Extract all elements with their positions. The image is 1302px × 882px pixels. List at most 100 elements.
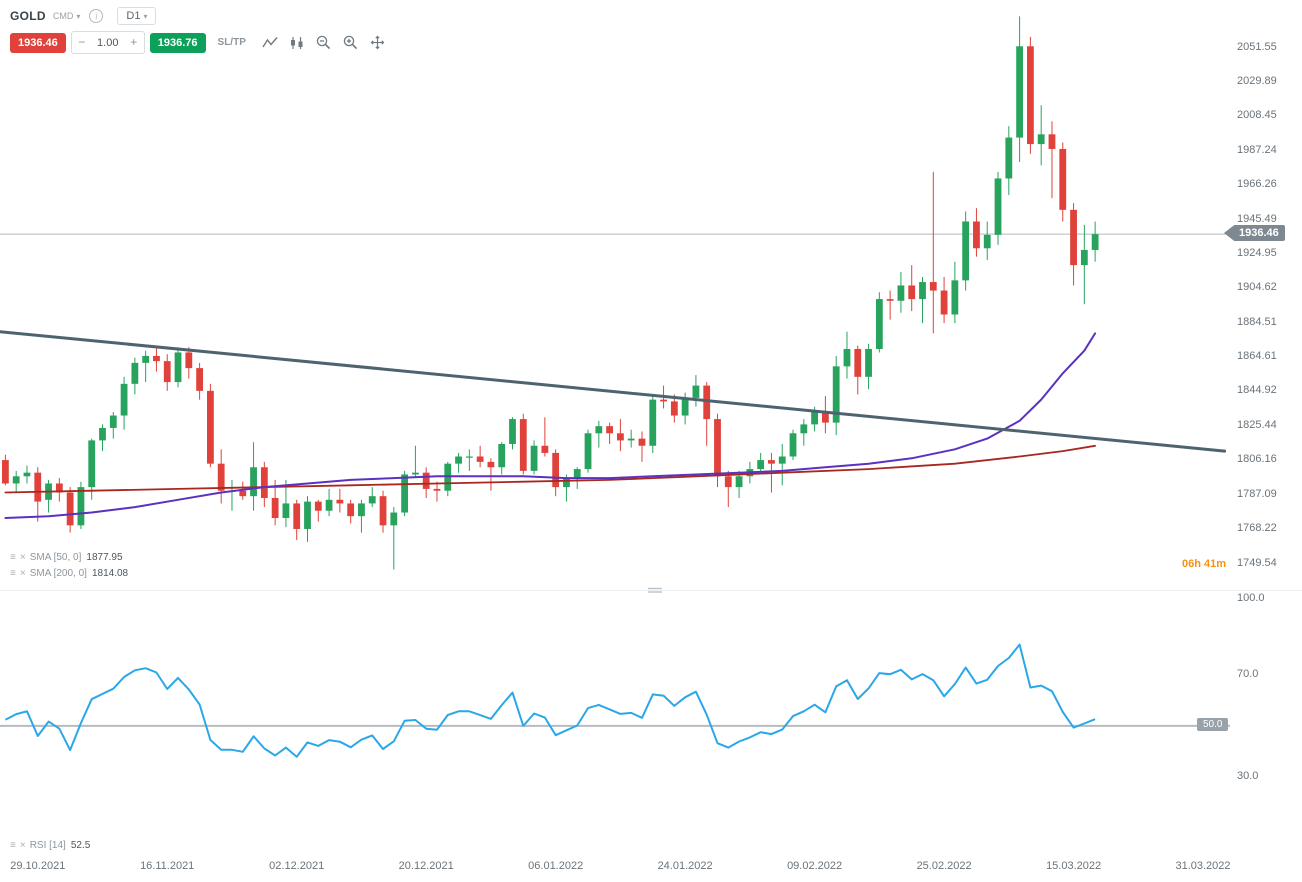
candle-body [703, 385, 711, 420]
candle-body [368, 496, 376, 504]
candle-body [347, 503, 355, 517]
candle-body [660, 399, 667, 402]
candle-body [1091, 234, 1099, 250]
symbol-row: GOLD CMD ▾ i D1 ▾ [10, 7, 397, 25]
candle-body [638, 438, 646, 446]
candle-body [142, 355, 150, 363]
candle-body [379, 496, 387, 526]
candle-body [692, 385, 700, 398]
remove-indicator-icon[interactable]: × [19, 551, 26, 563]
timeframe-dropdown[interactable]: D1 ▾ [117, 7, 157, 25]
candle-body [606, 426, 614, 434]
candle-body [293, 503, 301, 529]
candle-body [77, 487, 85, 526]
candle-body [584, 433, 592, 470]
rsi-tick-label: 30.0 [1237, 770, 1259, 783]
candle-body [271, 497, 279, 519]
indicator-value: 1814.08 [91, 568, 129, 579]
market-label: CMD [52, 11, 74, 21]
info-icon[interactable]: i [89, 9, 104, 23]
candle-body [627, 438, 635, 441]
candle-body [649, 399, 657, 446]
candle-body [681, 397, 689, 416]
candle-body [1048, 134, 1056, 149]
time-tick-label: 25.02.2022 [916, 860, 972, 872]
zoom-in-icon[interactable] [343, 35, 358, 50]
candle-body [929, 282, 937, 291]
volume-decrease-button[interactable]: − [72, 33, 92, 52]
candle-body [260, 467, 268, 498]
price-axis[interactable]: 1936.46 2051.55 2029.89 2008.45 1987.24 1966… [1224, 0, 1302, 856]
time-tick-label: 24.01.2022 [657, 860, 713, 872]
indicator-value: 1877.95 [86, 552, 123, 563]
candle-body [1059, 148, 1067, 210]
candle-body [422, 472, 430, 489]
volume-stepper: − 1.00 + [70, 31, 145, 54]
chevron-down-icon: ▾ [76, 11, 81, 21]
time-tick-label: 16.11.2021 [140, 860, 195, 872]
candle-body [1070, 209, 1077, 266]
volume-increase-button[interactable]: + [124, 33, 144, 52]
price-tick-label: 1987.24 [1237, 143, 1277, 156]
candle-body [940, 290, 948, 315]
indicator-menu-icon[interactable]: ≡ [10, 567, 16, 579]
candle-body [153, 355, 160, 362]
candle-body [832, 366, 840, 423]
time-axis[interactable]: 29.10.2021 16.11.2021 02.12.2021 20.12.2021… [0, 856, 1240, 882]
candle-body [616, 433, 624, 441]
indicator-menu-icon[interactable]: ≡ [10, 551, 16, 563]
candle-body [919, 282, 926, 300]
sma200-line [4, 444, 1096, 494]
candle-body [34, 472, 42, 502]
zoom-out-icon[interactable] [316, 35, 331, 50]
candle-body [55, 483, 63, 493]
chart-tools [262, 35, 397, 50]
candle-body [455, 456, 462, 464]
candle-body [800, 424, 808, 434]
time-tick-label: 06.01.2022 [528, 860, 584, 872]
volume-value[interactable]: 1.00 [97, 36, 119, 49]
remove-indicator-icon[interactable]: × [19, 839, 26, 851]
candle-body [336, 499, 344, 504]
candle-body [897, 285, 905, 301]
candle-body [1037, 134, 1045, 145]
candle-body [724, 476, 732, 488]
candle-body [541, 445, 549, 453]
sell-button[interactable]: 1936.46 [10, 32, 66, 53]
candlestick-mode-icon[interactable] [290, 36, 304, 50]
time-tick-label: 15.03.2022 [1046, 860, 1102, 872]
remove-indicator-icon[interactable]: × [19, 567, 26, 579]
candle-body [811, 411, 819, 425]
price-tick-label: 2051.55 [1237, 40, 1277, 53]
time-tick-label: 29.10.2021 [10, 860, 66, 872]
buy-button[interactable]: 1936.76 [149, 32, 206, 53]
market-dropdown[interactable]: CMD ▾ [53, 11, 81, 21]
line-chart-mode-icon[interactable] [262, 36, 278, 50]
candle-body [530, 445, 538, 471]
candle-body [595, 426, 603, 434]
indicator-label: SMA [200, 0] [29, 568, 87, 579]
chevron-down-icon: ▾ [143, 11, 148, 21]
indicator-menu-icon[interactable]: ≡ [10, 839, 16, 851]
price-tick-label: 1768.22 [1237, 522, 1277, 535]
candle-body [768, 460, 775, 464]
symbol-label: GOLD [10, 9, 46, 23]
candle-body [757, 460, 765, 470]
candle-body [670, 401, 678, 416]
sltp-button[interactable]: SL/TP [217, 37, 246, 48]
price-tick-label: 1787.09 [1237, 487, 1277, 500]
move-crosshair-icon[interactable] [370, 35, 385, 50]
candle-body [509, 419, 516, 444]
candle-body [325, 499, 333, 511]
candle-body [196, 368, 204, 391]
order-row: 1936.46 − 1.00 + 1936.76 SL/TP [10, 31, 397, 54]
price-tick-label: 1806.16 [1237, 453, 1277, 466]
candle-body [1, 460, 9, 484]
trendline [0, 330, 1227, 453]
indicator-legend-rsi: ≡ × RSI [14] 52.5 [10, 840, 90, 851]
price-tick-label: 1749.54 [1237, 556, 1277, 569]
candle-body [573, 469, 581, 479]
candle-body [358, 503, 365, 517]
candle-body [476, 456, 484, 462]
